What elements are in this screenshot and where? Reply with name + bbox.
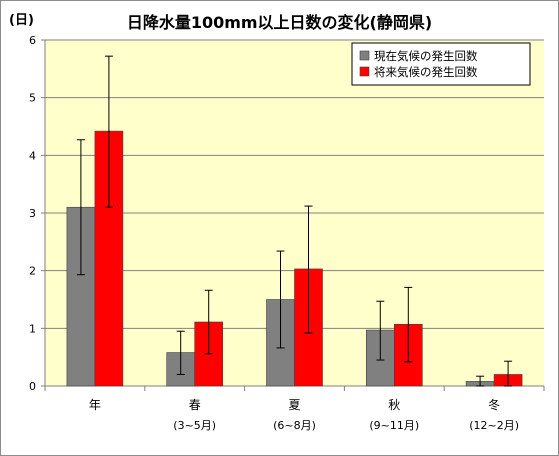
y-axis-unit-label: (日)	[9, 13, 34, 28]
y-tick-label: 4	[29, 149, 36, 162]
x-category-sublabel: (6~8月)	[273, 419, 316, 432]
legend-label: 将来気候の発生回数	[374, 65, 478, 79]
legend-swatch	[359, 66, 370, 77]
y-tick-label: 5	[29, 92, 36, 105]
legend-box	[351, 42, 531, 86]
legend-label: 現在気候の発生回数	[374, 49, 478, 63]
x-category-label: 秋	[388, 398, 400, 412]
x-category-label: 冬	[488, 397, 500, 412]
x-category-sublabel: (9~11月)	[369, 419, 419, 432]
bar	[94, 130, 124, 387]
x-category-label: 春	[189, 398, 201, 412]
y-tick-label: 6	[29, 34, 36, 47]
y-tick-label: 3	[29, 207, 36, 220]
x-category-sublabel: (3~5月)	[173, 419, 216, 432]
chart-title: 日降水量100mm以上日数の変化(静岡県)	[126, 13, 433, 32]
x-category-sublabel: (12~2月)	[469, 419, 519, 432]
y-tick-label: 0	[29, 380, 36, 393]
x-category-label: 年	[89, 398, 101, 412]
y-tick-label: 1	[29, 322, 36, 335]
legend-swatch	[359, 50, 370, 61]
x-category-label: 夏	[288, 398, 300, 412]
y-tick-label: 2	[29, 265, 36, 278]
